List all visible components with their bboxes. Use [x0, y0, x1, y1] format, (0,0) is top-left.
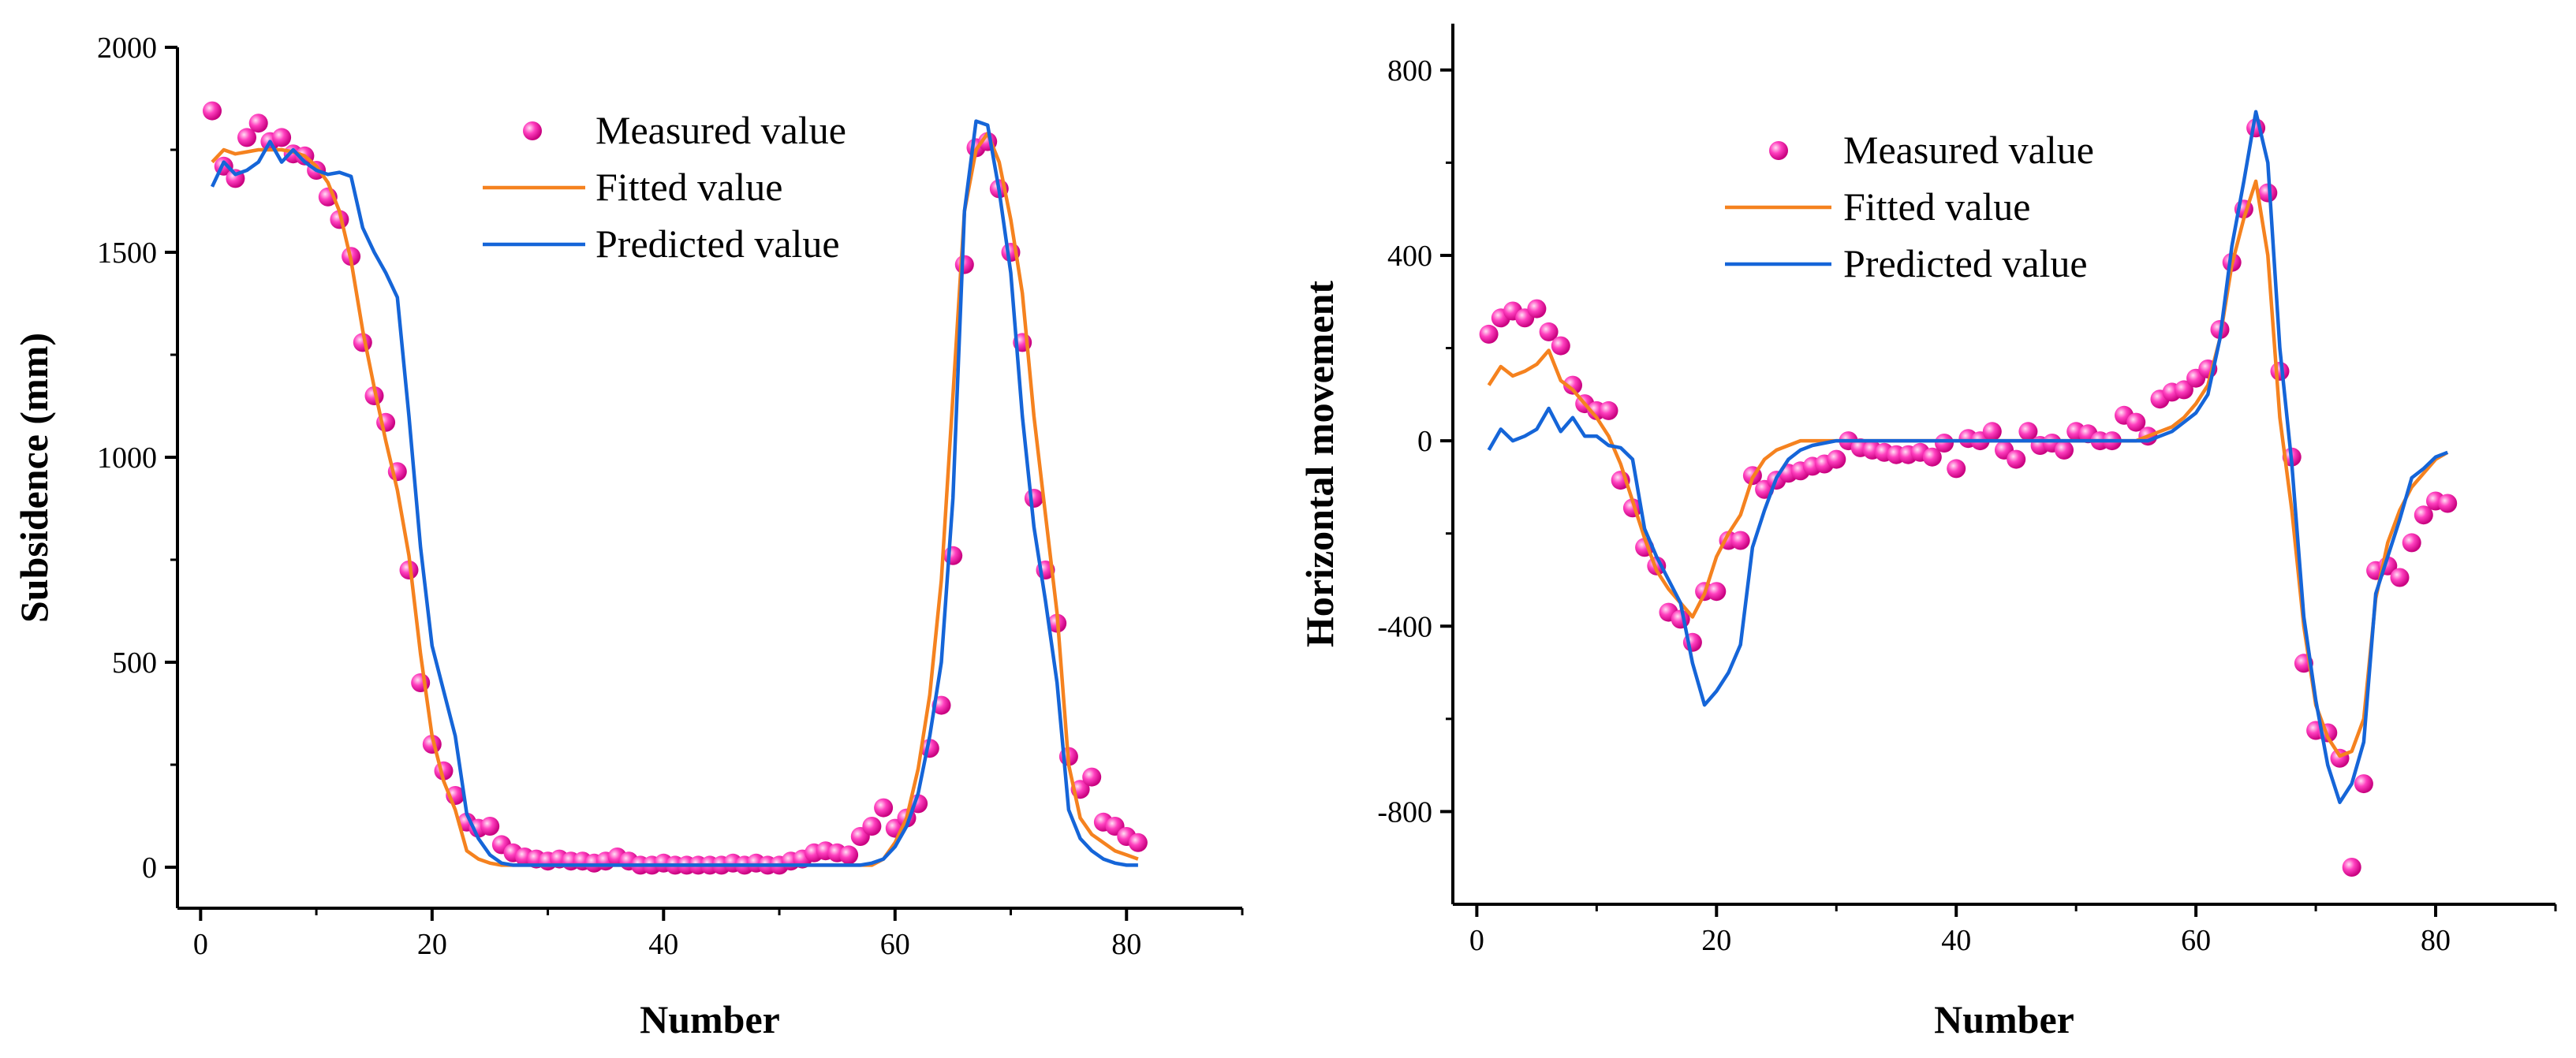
data-point: [1128, 833, 1148, 852]
x-tick-label: 80: [2421, 924, 2451, 957]
data-point: [1827, 449, 1846, 469]
data-point: [1707, 582, 1727, 602]
data-point: [2390, 568, 2410, 587]
legend: Measured value Fitted value Predicted valu…: [483, 108, 846, 266]
horizontal-movement-chart: 0 20 40 60 80 -800 -400 0 400 800 Number Horizontal…: [1297, 24, 2557, 1041]
x-tick-label: 40: [648, 928, 678, 961]
data-point: [1082, 767, 1102, 787]
legend-label: Measured value: [1843, 128, 2094, 172]
y-tick-label: -400: [1377, 610, 1432, 643]
data-point: [1527, 299, 1547, 319]
data-point: [1563, 375, 1582, 395]
x-tick-label: 60: [2181, 924, 2211, 957]
data-point: [2414, 505, 2433, 525]
subsidence-chart: 0 20 40 60 80 0 500 1000 1500 2000 Number Subsidenc…: [12, 32, 1244, 1041]
series-predicted-value: [210, 119, 1138, 867]
legend-label: Fitted value: [1843, 184, 2030, 229]
data-point: [1922, 447, 1942, 467]
data-point: [839, 845, 859, 865]
x-tick-label: 0: [193, 928, 208, 961]
data-point: [480, 817, 500, 836]
data-point: [272, 128, 292, 147]
data-point: [862, 817, 882, 836]
y-axis-title: Horizontal movement: [1297, 281, 1342, 648]
series-line: [210, 119, 1138, 867]
legend-label: Predicted value: [595, 222, 840, 266]
legend-marker-measured: [523, 121, 542, 140]
legend-label: Predicted value: [1843, 241, 2088, 285]
data-point: [248, 114, 268, 133]
data-point: [1982, 422, 2002, 441]
data-point: [1479, 324, 1499, 344]
data-point: [2055, 440, 2074, 460]
data-point: [237, 128, 256, 147]
y-tick-label: 500: [112, 646, 157, 680]
data-point: [2258, 183, 2278, 203]
x-tick-label: 20: [1701, 924, 1731, 957]
x-tick-label: 60: [880, 928, 910, 961]
legend-label: Fitted value: [595, 165, 782, 209]
data-point: [2126, 412, 2146, 432]
data-point: [2438, 494, 2458, 513]
x-tick-label: 20: [417, 928, 447, 961]
y-tick-label: 400: [1387, 240, 1432, 273]
series-predicted-value: [1487, 110, 2449, 804]
data-point: [1730, 531, 1750, 550]
data-point: [2018, 422, 2038, 441]
data-point: [943, 546, 963, 565]
x-axis-title: Number: [640, 997, 780, 1041]
data-point: [954, 255, 974, 274]
data-point: [2342, 858, 2361, 877]
y-tick-label: 0: [1417, 425, 1432, 458]
y-axis-title: Subsidence (mm): [12, 333, 56, 623]
data-point: [1024, 489, 1043, 508]
x-tick-label: 0: [1469, 924, 1484, 957]
data-point: [203, 101, 222, 121]
y-tick-label: 2000: [97, 32, 157, 65]
y-tick-label: -800: [1377, 795, 1432, 829]
x-axis-title: Number: [1934, 997, 2074, 1041]
x-tick-label: 80: [1111, 928, 1141, 961]
y-tick-label: 1500: [97, 237, 157, 270]
data-point: [1551, 336, 1570, 356]
data-point: [1539, 322, 1559, 341]
series-measured-value: [1479, 118, 2458, 877]
data-point: [1599, 400, 1618, 420]
data-point: [2174, 380, 2193, 400]
legend-marker-measured: [1769, 141, 1788, 160]
series-line: [1487, 110, 2449, 804]
x-tick-label: 40: [1941, 924, 1971, 957]
data-point: [2354, 774, 2373, 794]
legend: Measured value Fitted value Predicted valu…: [1725, 128, 2094, 285]
data-point: [1947, 459, 1966, 479]
series-measured-value: [203, 101, 1148, 875]
legend-label: Measured value: [595, 108, 846, 152]
data-point: [874, 798, 894, 818]
y-tick-label: 800: [1387, 54, 1432, 88]
y-tick-label: 0: [142, 851, 157, 885]
data-point: [2402, 533, 2421, 553]
data-point: [1935, 434, 1954, 453]
y-tick-label: 1000: [97, 441, 157, 475]
data-point: [2007, 449, 2026, 469]
